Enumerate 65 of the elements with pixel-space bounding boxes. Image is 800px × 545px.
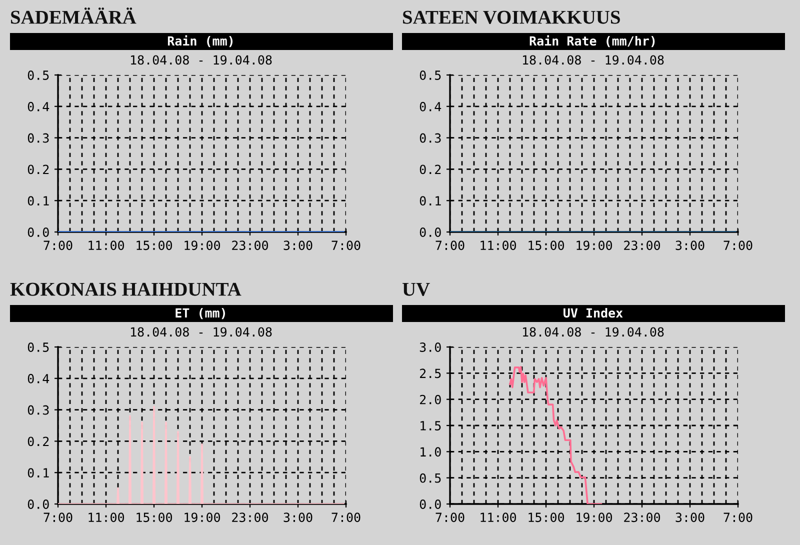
y-tick-label: 1.5 <box>420 421 441 430</box>
chart-title: SATEEN VOIMAKKUUS <box>403 10 620 24</box>
y-tick-label: 1.0 <box>420 447 441 457</box>
y-tick-label: 0.4 <box>28 102 50 112</box>
x-tick-label: 3:00 <box>284 240 312 250</box>
x-tick-label: 3:00 <box>284 512 312 522</box>
x-tick-label: 7:00 <box>332 512 360 522</box>
y-tick-label: 0.5 <box>420 70 441 80</box>
x-tick-label: 11:00 <box>88 512 124 522</box>
x-tick-label: 23:00 <box>232 512 268 522</box>
x-tick-label: 7:00 <box>332 240 360 250</box>
text: 18.04.08 - 19.04.08 <box>523 327 664 337</box>
x-tick-label: 11:00 <box>480 240 516 250</box>
x-tick-label: 3:00 <box>676 240 704 250</box>
chart-title: SADEMÄÄRÄ <box>11 8 136 24</box>
y-tick-label: 0.3 <box>420 133 441 143</box>
y-tick-label: 0.0 <box>420 500 441 509</box>
x-tick-label: 7:00 <box>44 512 72 522</box>
text: 18.04.08 - 19.04.08 <box>131 327 272 337</box>
x-tick-label: 23:00 <box>624 512 660 522</box>
chart-subtitle: Rain Rate (mm/hr) <box>530 35 655 48</box>
y-tick-label: 3.0 <box>420 342 441 352</box>
x-tick-label: 23:00 <box>232 240 268 250</box>
y-tick-label: 0.1 <box>28 468 49 478</box>
chart-subtitle: Rain (mm) <box>168 35 233 48</box>
x-tick-label: 15:00 <box>136 512 172 522</box>
y-tick-label: 0.4 <box>28 374 50 384</box>
text: 18.04.08 - 19.04.08 <box>131 55 272 65</box>
x-tick-label: 3:00 <box>676 512 704 522</box>
y-tick-label: 2.5 <box>420 368 441 378</box>
y-tick-label: 0.0 <box>28 500 49 509</box>
x-tick-label: 15:00 <box>528 240 564 250</box>
x-tick-label: 7:00 <box>724 512 752 522</box>
y-tick-label: 0.2 <box>28 164 49 174</box>
y-tick-label: 0.3 <box>28 133 49 143</box>
y-tick-label: 0.5 <box>28 70 49 80</box>
x-tick-label: 11:00 <box>480 512 516 522</box>
y-tick-label: 0.5 <box>28 342 49 352</box>
y-tick-label: 0.1 <box>420 196 441 206</box>
text: 18.04.08 - 19.04.08 <box>523 55 664 65</box>
y-tick-label: 0.1 <box>28 196 49 206</box>
y-tick-label: 0.3 <box>28 405 49 415</box>
x-tick-label: 7:00 <box>436 240 464 250</box>
chart-subtitle: ET (mm) <box>176 308 225 320</box>
y-tick-label: 0.5 <box>420 473 441 483</box>
y-tick-label: 0.2 <box>420 164 441 174</box>
y-tick-label: 0.0 <box>28 228 49 237</box>
x-tick-label: 7:00 <box>724 240 752 250</box>
x-tick-label: 15:00 <box>528 512 564 522</box>
x-tick-label: 23:00 <box>624 240 660 250</box>
chart-subtitle: UV Index <box>564 308 623 318</box>
y-tick-label: 0.2 <box>28 436 49 446</box>
x-tick-label: 11:00 <box>88 240 124 250</box>
y-tick-label: 2.0 <box>420 394 441 404</box>
x-tick-label: 15:00 <box>136 240 172 250</box>
x-tick-label: 19:00 <box>576 512 612 522</box>
x-tick-label: 19:00 <box>184 512 220 522</box>
x-tick-label: 19:00 <box>576 240 612 250</box>
x-tick-label: 19:00 <box>184 240 220 250</box>
chart-title: UV <box>402 282 430 296</box>
chart-title: KOKONAIS HAIHDUNTA <box>10 282 242 296</box>
y-tick-label: 0.4 <box>420 102 442 112</box>
x-tick-label: 7:00 <box>436 512 464 522</box>
y-tick-label: 0.0 <box>420 228 441 237</box>
x-tick-label: 7:00 <box>44 240 72 250</box>
